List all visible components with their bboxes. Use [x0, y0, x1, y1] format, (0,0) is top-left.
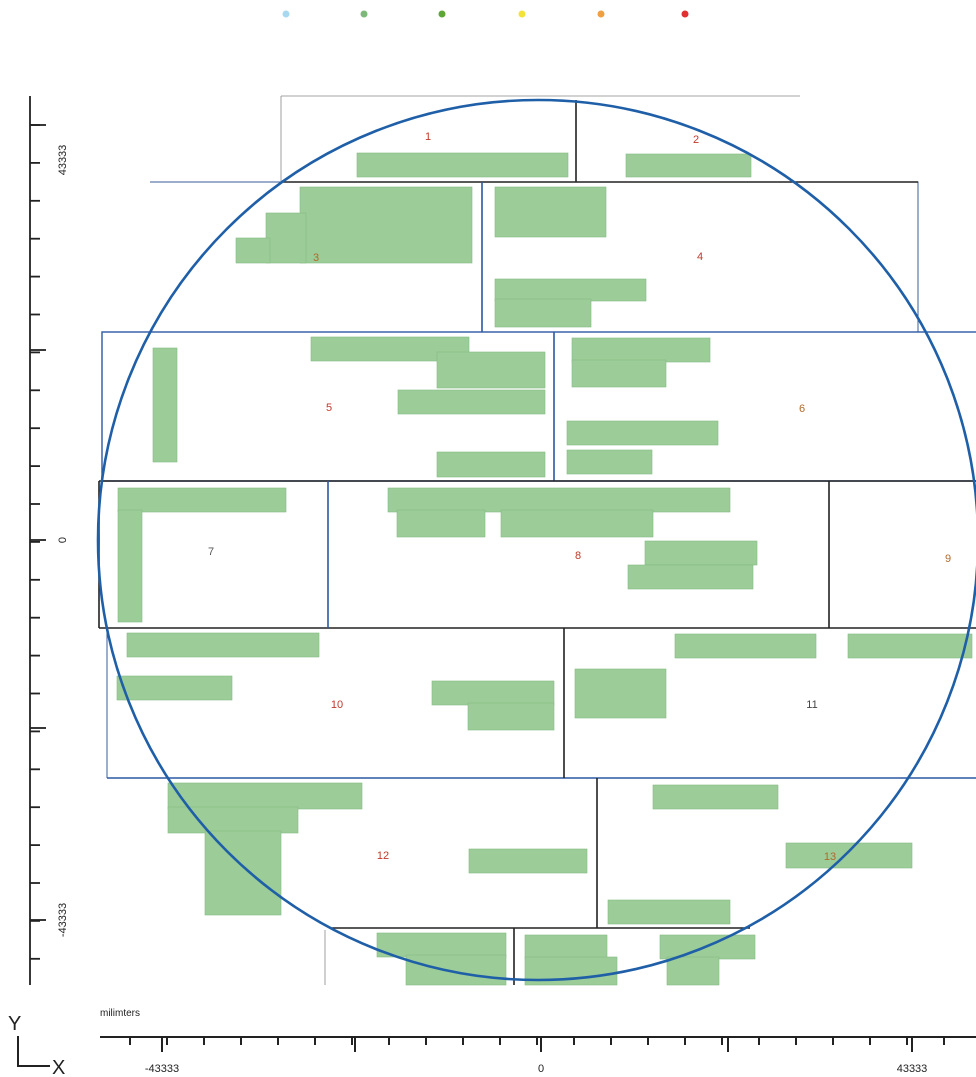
- field-label-2: 2: [693, 134, 699, 146]
- die-patch: [204, 830, 282, 916]
- legend-dot-5: [597, 10, 605, 18]
- die-patch: [644, 540, 758, 566]
- die-patch: [574, 668, 667, 719]
- die-patch: [396, 509, 486, 538]
- die-patch: [376, 932, 507, 958]
- x-corner-label: X: [52, 1057, 65, 1077]
- die-patch: [117, 509, 143, 623]
- die-patch: [566, 420, 719, 446]
- field-label-5: 5: [326, 402, 332, 414]
- die-patch: [436, 451, 546, 478]
- die-patch: [500, 509, 654, 538]
- legend-dot-2: [360, 10, 368, 18]
- field-label-4: 4: [697, 251, 703, 263]
- die-patch: [524, 934, 608, 960]
- die-patch: [265, 212, 307, 264]
- die-patch: [785, 842, 913, 869]
- die-patch: [397, 389, 546, 415]
- field-label-1: 1: [425, 131, 431, 143]
- die-patch: [494, 278, 647, 302]
- field-label-10: 10: [331, 699, 343, 711]
- die-patch: [436, 351, 546, 389]
- wafer-outline: [96, 98, 976, 982]
- legend-dot-1: [282, 10, 290, 18]
- x-axis-ticks: [129, 1037, 945, 1052]
- die-patch: [571, 337, 711, 363]
- legend-dot-6: [681, 10, 689, 18]
- die-patch: [666, 956, 720, 986]
- die-patches: [116, 152, 973, 986]
- reticle-outline-top: [280, 95, 800, 182]
- field-label-9: 9: [945, 553, 951, 565]
- field-label-11: 11: [806, 699, 817, 711]
- y-axis: [29, 96, 46, 985]
- x-axis-unit-label: milimters: [100, 1008, 140, 1019]
- die-patch: [299, 186, 473, 264]
- field-labels: 1 2 3 4 5 6 7 8 9 10 11 12 13: [208, 131, 951, 863]
- die-patch: [847, 633, 973, 659]
- die-patch: [405, 954, 507, 986]
- die-patch: [566, 449, 653, 475]
- legend-dot-4: [518, 10, 526, 18]
- die-patch: [625, 153, 752, 178]
- die-patch: [468, 848, 588, 874]
- die-patch: [674, 633, 817, 659]
- die-patch: [387, 487, 731, 513]
- die-patch: [431, 680, 555, 706]
- die-patch: [627, 564, 754, 590]
- die-patch: [467, 702, 555, 731]
- field-label-6: 6: [799, 403, 805, 415]
- field-label-3: 3: [313, 252, 319, 264]
- die-patch: [126, 632, 320, 658]
- die-patch: [235, 237, 271, 264]
- axis-corner-indicator: Y X: [8, 1013, 65, 1077]
- die-patch: [167, 782, 363, 810]
- x-tick-label-zero: 0: [538, 1063, 544, 1075]
- y-tick-label-top: 43333: [57, 145, 69, 176]
- field-label-8: 8: [575, 550, 581, 562]
- y-corner-label: Y: [8, 1013, 21, 1035]
- x-tick-label-left: -43333: [145, 1063, 179, 1075]
- die-patch: [494, 186, 607, 238]
- field-label-12: 12: [377, 850, 389, 862]
- field-grid: [98, 95, 976, 985]
- legend-dot-3: [438, 10, 446, 18]
- die-patch: [356, 152, 569, 178]
- y-axis-ticks: [30, 124, 46, 960]
- die-patch: [116, 675, 233, 701]
- y-tick-label-bottom: -43333: [57, 903, 69, 937]
- die-patch: [607, 899, 731, 925]
- x-axis: [100, 1036, 976, 1052]
- y-tick-label-zero: 0: [57, 537, 69, 543]
- legend-dots: [282, 10, 689, 18]
- die-patch: [494, 298, 592, 328]
- corner-axis-lines: [17, 1036, 50, 1067]
- die-patch: [167, 806, 299, 834]
- die-patch: [152, 347, 178, 463]
- field-label-13: 13: [824, 851, 836, 863]
- x-tick-label-right: 43333: [897, 1063, 928, 1075]
- field-label-7: 7: [208, 546, 214, 558]
- die-patch: [652, 784, 779, 810]
- die-patch: [117, 487, 287, 513]
- die-patch: [571, 359, 667, 388]
